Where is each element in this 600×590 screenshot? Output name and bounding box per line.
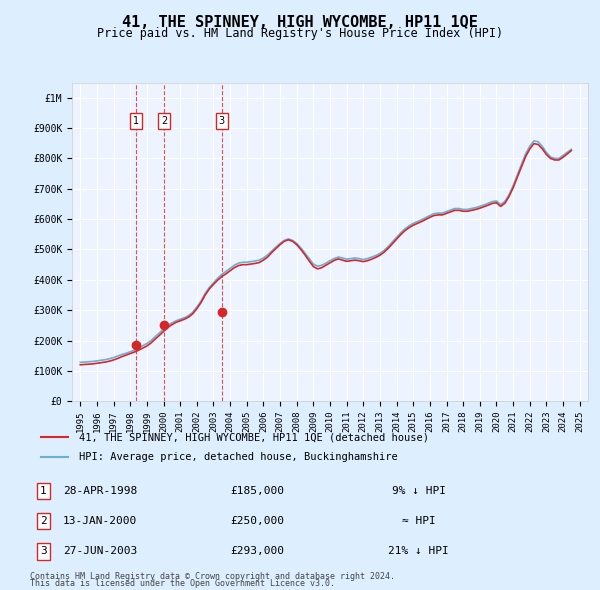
Text: Price paid vs. HM Land Registry's House Price Index (HPI): Price paid vs. HM Land Registry's House …: [97, 27, 503, 40]
Text: £250,000: £250,000: [230, 516, 284, 526]
Text: £293,000: £293,000: [230, 546, 284, 556]
Text: £185,000: £185,000: [230, 486, 284, 496]
Text: 1: 1: [133, 116, 139, 126]
Text: 3: 3: [218, 116, 225, 126]
Text: Contains HM Land Registry data © Crown copyright and database right 2024.: Contains HM Land Registry data © Crown c…: [30, 572, 395, 581]
Text: This data is licensed under the Open Government Licence v3.0.: This data is licensed under the Open Gov…: [30, 579, 335, 588]
Text: 2: 2: [40, 516, 47, 526]
Text: 21% ↓ HPI: 21% ↓ HPI: [388, 546, 449, 556]
Text: 28-APR-1998: 28-APR-1998: [63, 486, 137, 496]
Text: 41, THE SPINNEY, HIGH WYCOMBE, HP11 1QE (detached house): 41, THE SPINNEY, HIGH WYCOMBE, HP11 1QE …: [79, 432, 428, 442]
Text: 2: 2: [161, 116, 167, 126]
Text: 27-JUN-2003: 27-JUN-2003: [63, 546, 137, 556]
Text: 1: 1: [40, 486, 47, 496]
Text: 9% ↓ HPI: 9% ↓ HPI: [392, 486, 446, 496]
Text: HPI: Average price, detached house, Buckinghamshire: HPI: Average price, detached house, Buck…: [79, 452, 397, 461]
Text: ≈ HPI: ≈ HPI: [402, 516, 436, 526]
Text: 41, THE SPINNEY, HIGH WYCOMBE, HP11 1QE: 41, THE SPINNEY, HIGH WYCOMBE, HP11 1QE: [122, 15, 478, 30]
Text: 3: 3: [40, 546, 47, 556]
Text: 13-JAN-2000: 13-JAN-2000: [63, 516, 137, 526]
